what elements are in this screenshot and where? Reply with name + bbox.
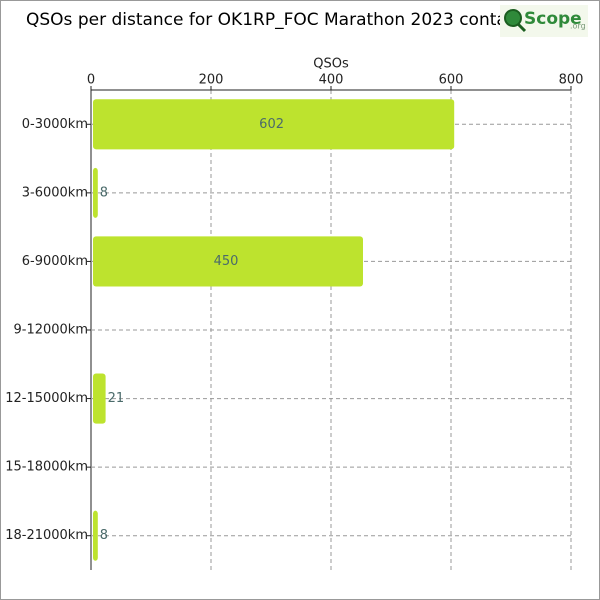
bar <box>93 167 98 218</box>
logo-suffix: .org <box>570 22 586 31</box>
y-tick-label: 3-6000km <box>22 185 88 200</box>
y-tick-label: 9-12000km <box>13 323 88 338</box>
logo-icon <box>504 9 522 27</box>
x-tick-label: 600 <box>439 73 464 88</box>
data-label: 8 <box>100 185 108 200</box>
bar <box>93 510 98 561</box>
data-label: 8 <box>100 528 108 543</box>
x-tick-label: 800 <box>559 73 584 88</box>
y-tick-label: 15-18000km <box>5 460 88 475</box>
y-tick-label: 6-9000km <box>22 254 88 269</box>
data-label: 450 <box>214 254 239 269</box>
data-label: 602 <box>259 117 284 132</box>
y-tick-label: 0-3000km <box>22 117 88 132</box>
x-axis-label: QSOs <box>313 57 349 72</box>
bar <box>93 99 455 150</box>
bar <box>93 236 363 287</box>
y-tick-label: 12-15000km <box>5 391 88 406</box>
x-tick-label: 200 <box>199 73 224 88</box>
chart-title: QSOs per distance for OK1RP_FOC Marathon… <box>26 10 544 30</box>
y-tick-label: 18-21000km <box>5 528 88 543</box>
x-tick-label: 400 <box>319 73 344 88</box>
logo-handle <box>516 22 527 33</box>
logo: Scope .org <box>500 5 588 37</box>
x-tick-label: 0 <box>87 73 95 88</box>
data-label: 21 <box>108 391 125 406</box>
bar <box>93 373 106 424</box>
logo-text: Scope <box>524 9 582 29</box>
